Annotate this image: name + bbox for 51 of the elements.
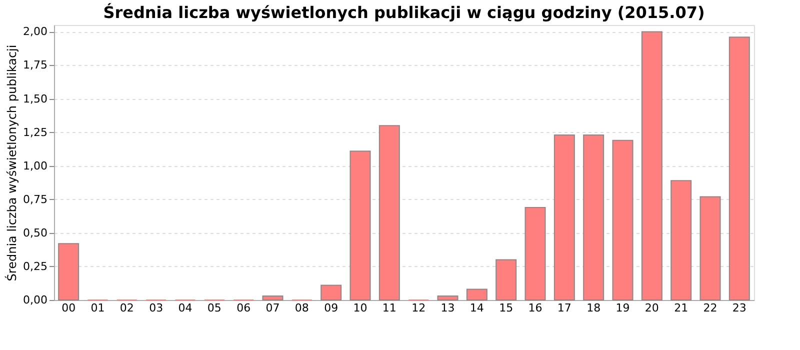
y-tick-label: 1,75 [23,58,48,72]
x-tick-label: 06 [236,302,251,314]
x-tick-label: 10 [353,302,368,314]
x-tick-label: 16 [528,302,542,314]
x-tick-label: 09 [324,302,338,314]
y-tick-label: 1,00 [23,159,48,172]
x-tick-label: 01 [90,302,105,314]
x-tick-label: 12 [412,302,426,314]
x-tick-label: 00 [62,302,76,314]
bar [524,206,546,300]
y-tick-label: 0,75 [23,192,48,206]
bar [378,125,400,300]
x-tick-label: 21 [674,302,688,314]
x-tick-label: 13 [440,302,455,314]
bar [554,134,575,300]
bar [728,36,750,300]
x-tick-label: 04 [178,302,192,314]
bar [262,295,284,300]
x-tick-label: 03 [149,302,164,314]
bar [612,140,634,300]
bar [641,31,662,300]
y-tick-label: 0,00 [23,294,48,306]
y-tick-label: 0,50 [23,226,48,240]
bar [583,134,604,300]
y-tick-label: 1,25 [23,126,48,139]
x-tick-label: 07 [266,302,280,314]
chart-title: Średnia liczba wyświetlonych publikacji w ciągu godziny (2015.07) [103,3,705,22]
x-tick-label: 15 [499,302,514,314]
bar [58,243,80,300]
y-tick-label: 0,25 [23,260,48,273]
x-tick-label: 08 [294,302,309,314]
x-tick-label: 05 [207,302,222,314]
y-axis-title: Średnia liczba wyświetlonych publikacji [4,44,20,282]
bar [466,288,488,300]
x-tick-label: 11 [382,302,396,314]
x-tick-label: 17 [557,302,572,314]
bar [700,196,721,300]
bar [496,259,517,300]
y-tick-label: 1,50 [23,92,48,106]
x-tick-label: 23 [732,302,746,314]
bar [670,180,692,300]
bar [350,150,371,300]
y-tick-label: 2,00 [23,25,48,38]
x-tick-label: 19 [616,302,630,314]
bar [320,284,342,300]
x-tick-label: 02 [120,302,134,314]
x-tick-label: 20 [644,302,659,314]
x-tick-label: 18 [586,302,601,314]
x-tick-label: 22 [703,302,718,314]
x-tick-label: 14 [470,302,484,314]
bar [437,295,458,300]
